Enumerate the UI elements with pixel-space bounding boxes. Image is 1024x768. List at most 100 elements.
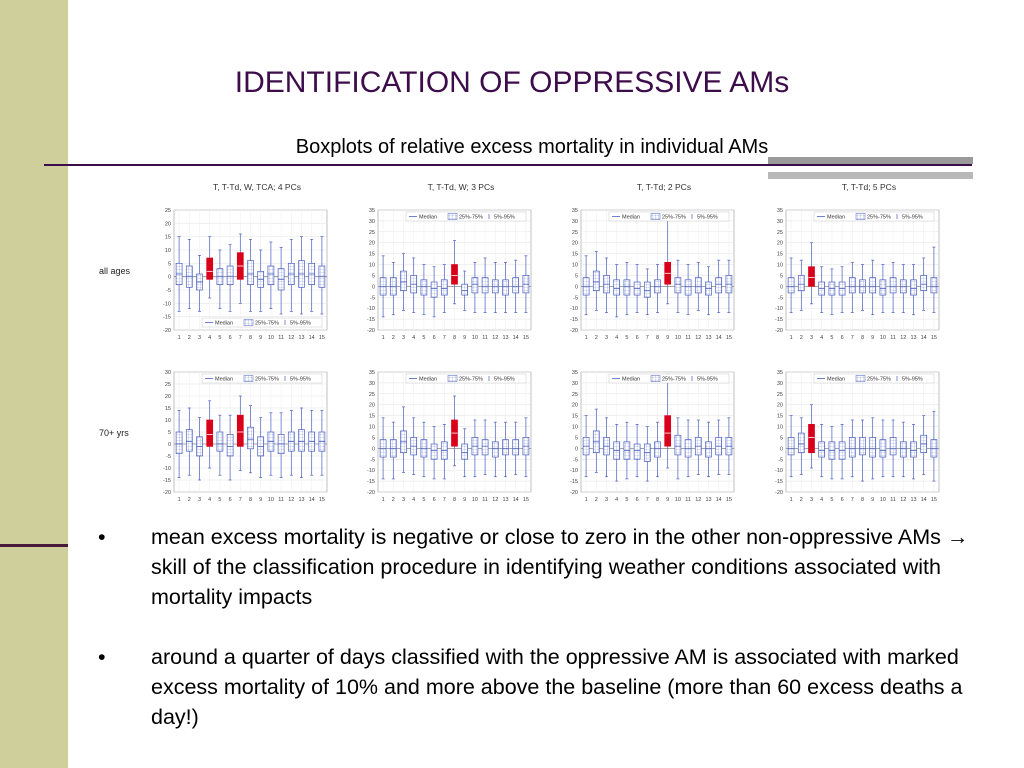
- y-tick-label: 10: [165, 418, 171, 424]
- legend-iqr-label: 25%-75%: [662, 215, 686, 221]
- x-tick-label: 4: [412, 497, 415, 503]
- box: [461, 283, 469, 296]
- x-tick-label: 11: [278, 335, 284, 341]
- x-tick-label: 3: [810, 497, 813, 503]
- box: [674, 277, 682, 294]
- y-tick-label: -15: [367, 317, 375, 323]
- legend-box: [405, 211, 527, 222]
- x-tick-label: 5: [625, 335, 628, 341]
- y-tick-label: 10: [165, 248, 171, 254]
- x-tick-label: 5: [830, 497, 833, 503]
- x-tick-label: 8: [656, 335, 659, 341]
- box-highlighted: [206, 419, 214, 447]
- legend-box: [405, 373, 527, 384]
- y-tick-label: -5: [573, 457, 578, 463]
- box-highlighted: [451, 264, 458, 285]
- row-label: all ages: [99, 266, 131, 276]
- box: [185, 429, 193, 452]
- box: [420, 279, 428, 296]
- y-tick-label: 30: [572, 219, 578, 225]
- x-tick-label: 3: [198, 497, 201, 503]
- decorative-bar-top: [768, 157, 973, 164]
- legend: Median 25%-75% 5%-95%: [608, 373, 730, 384]
- box: [440, 279, 448, 296]
- box-highlighted: [664, 415, 672, 447]
- bullet-list: • mean excess mortality is negative or c…: [98, 522, 998, 762]
- x-tick-label: 8: [656, 497, 659, 503]
- legend: Median 25%-75% 5%-95%: [201, 317, 323, 328]
- legend-iqr-swatch: [855, 375, 866, 382]
- x-tick-label: 15: [931, 335, 937, 341]
- box: [910, 441, 917, 458]
- x-tick-label: 13: [502, 335, 508, 341]
- y-tick-label: 5: [575, 435, 578, 441]
- y-tick-label: 10: [572, 263, 578, 269]
- column-title: T, T-Td; 2 PCs: [637, 182, 691, 192]
- y-tick-label: 15: [572, 252, 578, 258]
- y-tick-label: -20: [775, 490, 783, 496]
- x-tick-label: 3: [605, 335, 608, 341]
- box: [889, 277, 897, 294]
- y-tick-label: 35: [777, 370, 783, 376]
- x-tick-label: 6: [636, 335, 639, 341]
- x-tick-label: 2: [800, 497, 803, 503]
- x-tick-label: 4: [208, 497, 211, 503]
- legend-whisker-label: 5%-95%: [697, 215, 718, 221]
- x-tick-label: 8: [249, 335, 252, 341]
- y-tick-label: 20: [572, 241, 578, 247]
- y-tick-label: -20: [163, 490, 171, 496]
- x-tick-label: 5: [218, 335, 221, 341]
- x-tick-label: 1: [382, 335, 385, 341]
- x-tick-label: 8: [453, 335, 456, 341]
- y-tick-label: 0: [168, 442, 171, 448]
- x-tick-label: 1: [382, 497, 385, 503]
- x-tick-label: 11: [278, 497, 284, 503]
- x-tick-label: 5: [218, 497, 221, 503]
- box: [869, 437, 877, 458]
- x-tick-label: 9: [259, 335, 262, 341]
- x-tick-label: 13: [298, 497, 304, 503]
- x-tick-label: 7: [851, 335, 854, 341]
- x-tick-label: 13: [705, 335, 711, 341]
- legend-box: [813, 373, 935, 384]
- title-rule: [44, 164, 972, 166]
- box: [471, 277, 479, 294]
- legend-median-label: Median: [215, 321, 233, 327]
- boxplot-figure: T, T-Td, W, TCA; 4 PCs T, T-Td, W; 3 PCs T…: [99, 180, 949, 506]
- legend-median-label: Median: [827, 215, 845, 221]
- legend-box: [201, 373, 323, 384]
- x-tick-label: 8: [249, 497, 252, 503]
- box: [674, 434, 682, 456]
- y-tick-label: -5: [370, 457, 375, 463]
- y-tick-label: -10: [163, 466, 171, 472]
- y-tick-label: -15: [570, 479, 578, 485]
- legend-whisker-label: 5%-95%: [902, 215, 923, 221]
- y-tick-label: 20: [369, 403, 375, 409]
- column-title: T, T-Td; 5 PCs: [842, 182, 896, 192]
- x-tick-label: 2: [800, 335, 803, 341]
- y-tick-label: 5: [168, 430, 171, 436]
- x-tick-label: 14: [513, 497, 519, 503]
- legend-median-label: Median: [215, 377, 233, 383]
- box: [461, 443, 469, 460]
- bullet-marker: •: [98, 645, 106, 669]
- x-tick-label: 15: [726, 497, 732, 503]
- y-tick-label: 30: [369, 381, 375, 387]
- x-tick-label: 14: [716, 335, 722, 341]
- y-tick-label: 15: [165, 235, 171, 241]
- x-tick-label: 3: [810, 335, 813, 341]
- x-tick-label: 10: [880, 497, 886, 503]
- y-tick-label: 5: [168, 261, 171, 267]
- x-tick-label: 7: [239, 335, 242, 341]
- x-tick-label: 3: [605, 497, 608, 503]
- box: [879, 439, 887, 458]
- x-tick-label: 2: [188, 335, 191, 341]
- box: [491, 441, 499, 458]
- box: [430, 281, 438, 298]
- y-tick-label: -10: [775, 468, 783, 474]
- legend-iqr-swatch: [243, 375, 254, 382]
- legend-whisker-label: 5%-95%: [290, 321, 311, 327]
